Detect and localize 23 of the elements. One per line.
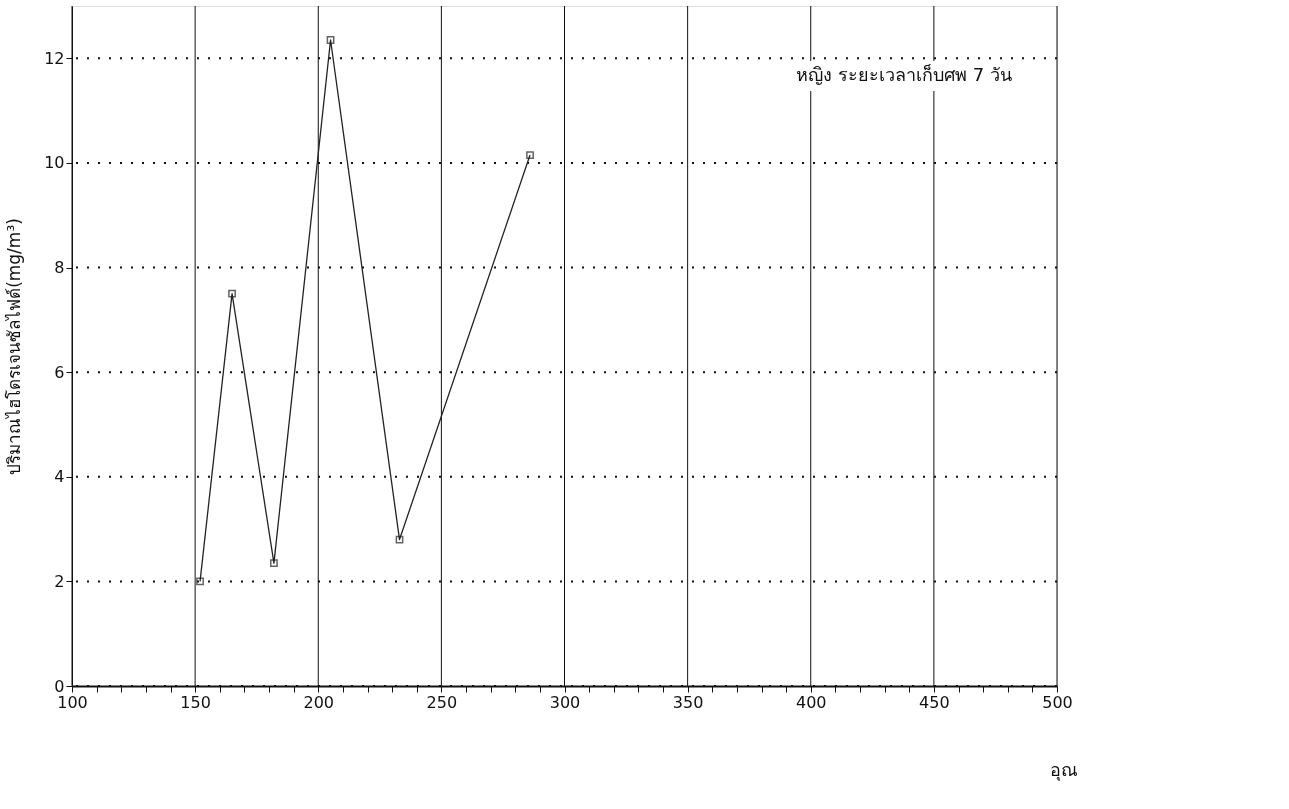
point	[270, 559, 278, 567]
y-tick-label: 2	[54, 571, 65, 591]
y-tick-label: 4	[54, 467, 65, 487]
point	[196, 577, 204, 586]
point	[228, 289, 236, 298]
x-tick-label: 450	[919, 692, 950, 712]
x-tick-label: 200	[303, 692, 335, 712]
point	[326, 36, 335, 44]
x-axis-title: อุณ	[1049, 758, 1078, 781]
y-tick-label: 10	[44, 153, 65, 173]
annotation: หญิง ระยะเวลาเก็บศพ 7 วัน	[796, 63, 1012, 85]
x-tick-label: 300	[549, 692, 581, 712]
y-tick-label: 8	[54, 258, 65, 278]
x-tick-label: 150	[180, 692, 211, 712]
x-tick-label: 400	[795, 692, 827, 712]
point	[395, 535, 404, 544]
y-tick-label: 12	[44, 48, 65, 68]
y-tick-label: 6	[54, 362, 65, 382]
y-axis-title: ปริมาณไฮโดรเจนซัลไฟด์(mg/m³)	[4, 218, 25, 475]
x-tick-label: 500	[1042, 692, 1073, 712]
point	[526, 151, 534, 159]
x-tick-label: 350	[672, 692, 704, 712]
x-tick-label: 250	[426, 692, 458, 712]
